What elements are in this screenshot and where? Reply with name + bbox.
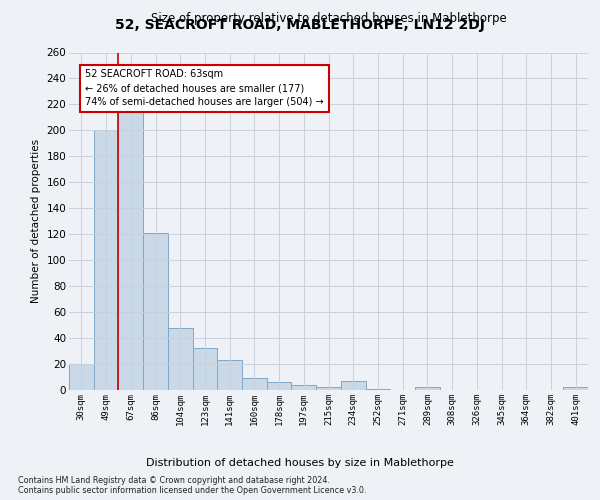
Bar <box>193 348 217 390</box>
Bar <box>267 382 292 390</box>
Title: Size of property relative to detached houses in Mablethorpe: Size of property relative to detached ho… <box>151 12 506 25</box>
Bar <box>242 378 267 390</box>
Bar <box>143 233 168 390</box>
Text: 52 SEACROFT ROAD: 63sqm
← 26% of detached houses are smaller (177)
74% of semi-d: 52 SEACROFT ROAD: 63sqm ← 26% of detache… <box>85 70 323 108</box>
Text: 52, SEACROFT ROAD, MABLETHORPE, LN12 2DJ: 52, SEACROFT ROAD, MABLETHORPE, LN12 2DJ <box>115 18 485 32</box>
Text: Contains HM Land Registry data © Crown copyright and database right 2024.: Contains HM Land Registry data © Crown c… <box>18 476 330 485</box>
Text: Distribution of detached houses by size in Mablethorpe: Distribution of detached houses by size … <box>146 458 454 468</box>
Bar <box>415 388 440 390</box>
Bar <box>118 112 143 390</box>
Bar <box>69 364 94 390</box>
Bar <box>168 328 193 390</box>
Text: Contains public sector information licensed under the Open Government Licence v3: Contains public sector information licen… <box>18 486 367 495</box>
Bar <box>292 385 316 390</box>
Bar <box>563 388 588 390</box>
Bar <box>341 381 365 390</box>
Y-axis label: Number of detached properties: Number of detached properties <box>31 139 41 304</box>
Bar <box>365 388 390 390</box>
Bar <box>316 388 341 390</box>
Bar <box>217 360 242 390</box>
Bar <box>94 130 118 390</box>
